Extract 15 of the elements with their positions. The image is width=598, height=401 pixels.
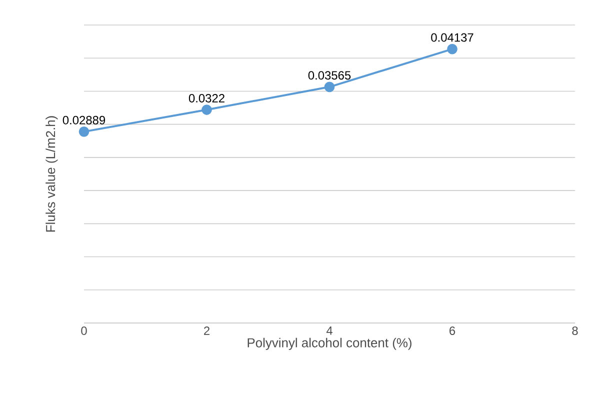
- data-label: 0.03565: [308, 71, 351, 80]
- y-axis-title: Fluks value (L/m2.h): [46, 116, 58, 232]
- x-tick-label: 0: [81, 326, 87, 335]
- data-label: 0.04137: [431, 33, 474, 42]
- data-label: 0.0322: [188, 94, 224, 102]
- x-tick-label: 6: [450, 326, 456, 335]
- point: [202, 104, 212, 115]
- x-tick-label: 4: [326, 326, 332, 335]
- point: [447, 44, 458, 54]
- x-tick-label: 8: [572, 326, 578, 335]
- x-tick-label: 2: [204, 326, 210, 335]
- point: [78, 126, 90, 137]
- point: [324, 82, 335, 92]
- x-axis-title: Polyvinyl alcohol content (%): [248, 338, 412, 350]
- data-label: 0.02889: [62, 116, 106, 124]
